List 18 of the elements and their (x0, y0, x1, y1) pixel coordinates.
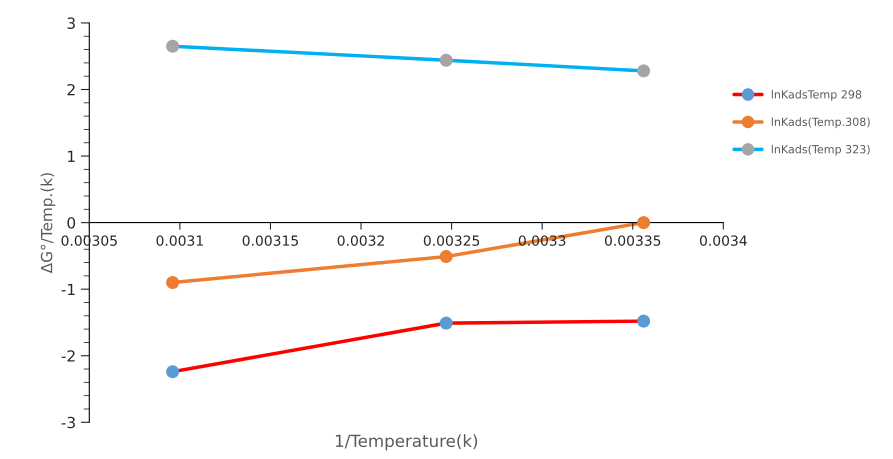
legend-label: lnKadsTemp 298 (772, 90, 862, 101)
y-tick-label: 1 (68, 150, 75, 162)
x-tick-label: 0.0032 (338, 235, 384, 246)
x-axis-title: 1/Temperature(k) (336, 434, 478, 450)
y-tick-label: 2 (68, 84, 75, 96)
x-tick-label: 0.0031 (156, 235, 203, 246)
legend-label: lnKads(Temp 323) (772, 144, 870, 156)
y-tick-label: 3 (68, 17, 75, 29)
y-tick-label: -2 (62, 350, 75, 362)
y-tick-label: -1 (62, 284, 75, 295)
y-tick-label: -3 (62, 416, 75, 428)
y-axis-title: ΔG°/Temp.(k) (40, 173, 56, 274)
x-tick-label: 0.00335 (604, 235, 660, 246)
x-tick-label: 0.00315 (242, 235, 298, 246)
y-tick-label: 0 (67, 217, 76, 229)
legend-label: lnKads(Temp.308) (772, 117, 870, 128)
x-tick-label: 0.00325 (424, 235, 480, 246)
x-tick-label: 0.0034 (700, 235, 747, 246)
